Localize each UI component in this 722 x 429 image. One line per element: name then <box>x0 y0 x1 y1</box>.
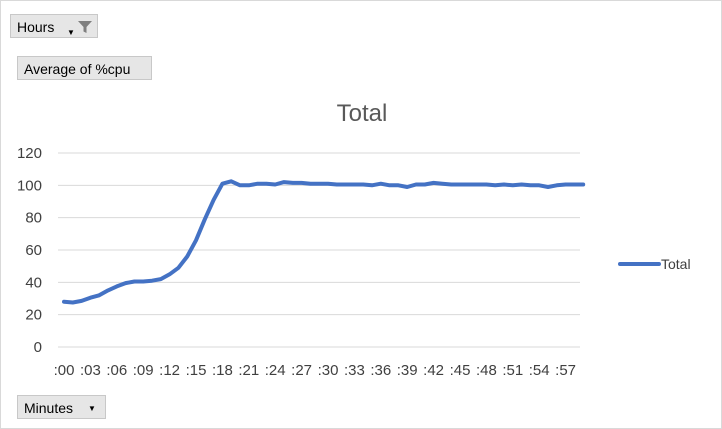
x-tick-label: :00 <box>54 362 75 379</box>
minutes-axis-label: Minutes <box>24 400 74 416</box>
filter-icon <box>78 21 92 33</box>
y-tick-label: 120 <box>17 145 42 162</box>
x-tick-label: :36 <box>370 362 391 379</box>
x-tick-label: :54 <box>529 362 550 379</box>
x-axis-ticks: :00 :03 :06 :09 :12 :15 :18 :21 :24 :27 :30 :33 :36:… <box>54 362 576 379</box>
dropdown-arrow-icon: ▼ <box>67 28 75 37</box>
legend: Total <box>618 256 691 272</box>
y-tick-label: 80 <box>25 210 42 227</box>
x-tick-label: :33 <box>344 362 365 379</box>
x-tick-label: :51 <box>502 362 523 379</box>
x-tick-label: :39 <box>397 362 418 379</box>
x-tick-label: :12 <box>159 362 180 379</box>
x-tick-label: :15 <box>186 362 207 379</box>
x-tick-label: :18 <box>212 362 233 379</box>
x-tick-label: :45 <box>450 362 471 379</box>
y-tick-label: 20 <box>25 307 42 324</box>
y-tick-label: 60 <box>25 242 42 259</box>
x-tick-label: :27 <box>291 362 312 379</box>
y-tick-label: 40 <box>25 274 42 291</box>
series-group <box>62 179 586 305</box>
x-tick-label: :30 <box>318 362 339 379</box>
x-tick-label: :09 <box>133 362 154 379</box>
x-tick-label: :03 <box>80 362 101 379</box>
series-line-total <box>62 179 586 305</box>
x-tick-label: :57 <box>555 362 576 379</box>
x-tick-label: :21 <box>238 362 259 379</box>
x-tick-label: :48 <box>476 362 497 379</box>
chevron-down-icon: ▼ <box>88 404 96 413</box>
x-tick-label: :24 <box>265 362 286 379</box>
x-tick-label: :06 <box>106 362 127 379</box>
minutes-axis-button[interactable]: Minutes ▼ <box>17 395 106 419</box>
legend-entry-total: Total <box>661 256 691 272</box>
y-tick-label: 0 <box>34 339 42 356</box>
chart-title: Total <box>337 100 388 127</box>
y-axis-ticks: 0 20 40 60 80 100 120 <box>17 145 42 356</box>
y-tick-label: 100 <box>17 177 42 194</box>
hours-filter-label: Hours <box>17 19 55 35</box>
values-field-button[interactable]: Average of %cpu <box>17 56 152 80</box>
values-field-label: Average of %cpu <box>24 61 131 77</box>
hours-filter-button[interactable]: Hours ▼ <box>10 14 98 38</box>
x-tick-label: :42 <box>423 362 444 379</box>
